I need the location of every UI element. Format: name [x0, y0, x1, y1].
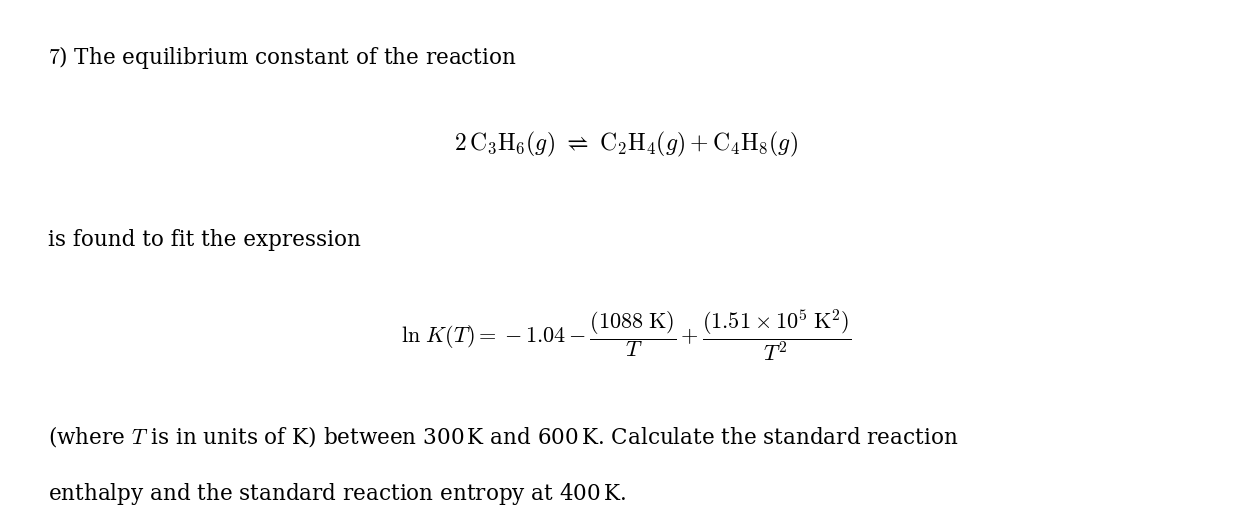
- Text: $\mathbf{7}$) The equilibrium constant of the reaction: $\mathbf{7}$) The equilibrium constant o…: [48, 44, 516, 71]
- Text: is found to fit the expression: is found to fit the expression: [48, 229, 361, 251]
- Text: $2\,\mathrm{C_3H_6}(g)\ \rightleftharpoons\ \mathrm{C_2H_4}(g) + \mathrm{C_4H_8}: $2\,\mathrm{C_3H_6}(g)\ \rightleftharpoo…: [454, 130, 798, 159]
- Text: (where $T$ is in units of K) between 300$\,$K and 600$\,$K. Calculate the standa: (where $T$ is in units of K) between 300…: [48, 424, 958, 448]
- Text: enthalpy and the standard reaction entropy at 400$\,$K.: enthalpy and the standard reaction entro…: [48, 481, 626, 507]
- Text: $\ln\, K(T) = -1.04 - \dfrac{(1088\;\mathrm{K})}{T} + \dfrac{(1.51 \times 10^5\;: $\ln\, K(T) = -1.04 - \dfrac{(1088\;\mat…: [401, 308, 851, 363]
